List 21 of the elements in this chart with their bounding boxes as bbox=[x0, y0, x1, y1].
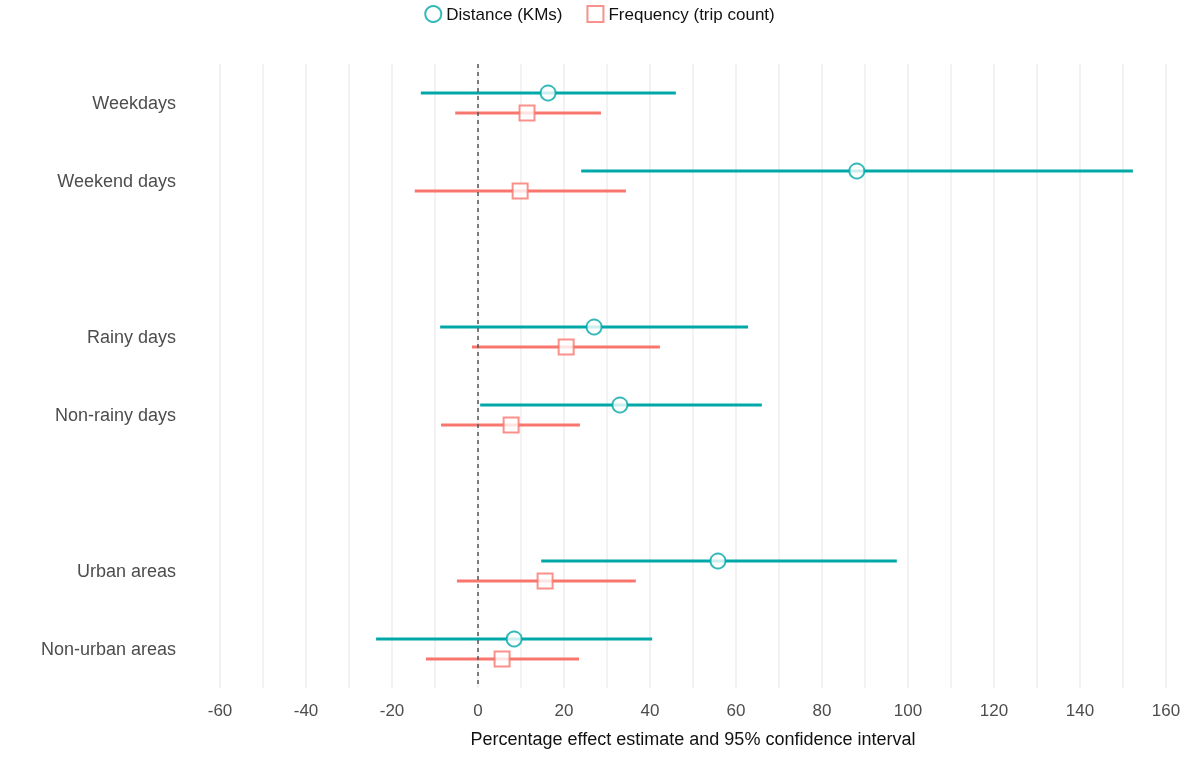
x-tick-label: -40 bbox=[293, 701, 319, 720]
x-tick-label: 140 bbox=[1065, 701, 1095, 720]
x-tick-label: 100 bbox=[893, 701, 923, 720]
y-tick-label: Weekend days bbox=[57, 171, 176, 191]
x-tick-label: 60 bbox=[726, 701, 746, 720]
x-tick-label: 160 bbox=[1151, 701, 1181, 720]
y-tick-label: Non-urban areas bbox=[40, 639, 176, 659]
x-tick-label: 0 bbox=[473, 701, 483, 720]
x-tick-label: -60 bbox=[207, 701, 233, 720]
y-tick-label: Weekdays bbox=[92, 93, 176, 113]
x-tick-label: 40 bbox=[640, 701, 660, 720]
x-tick-label: 20 bbox=[554, 701, 574, 720]
legend-label: Distance (KMs) bbox=[446, 4, 563, 24]
x-axis-title: Percentage effect estimate and 95% confidence interval bbox=[470, 729, 916, 749]
legend-label: Frequency (trip count) bbox=[608, 4, 775, 24]
x-tick-label: -20 bbox=[379, 701, 405, 720]
y-tick-label: Rainy days bbox=[86, 327, 176, 347]
x-tick-label: 80 bbox=[812, 701, 832, 720]
x-tick-label: 120 bbox=[979, 701, 1009, 720]
y-tick-label: Urban areas bbox=[76, 561, 176, 581]
y-tick-label: Non-rainy days bbox=[54, 405, 176, 425]
